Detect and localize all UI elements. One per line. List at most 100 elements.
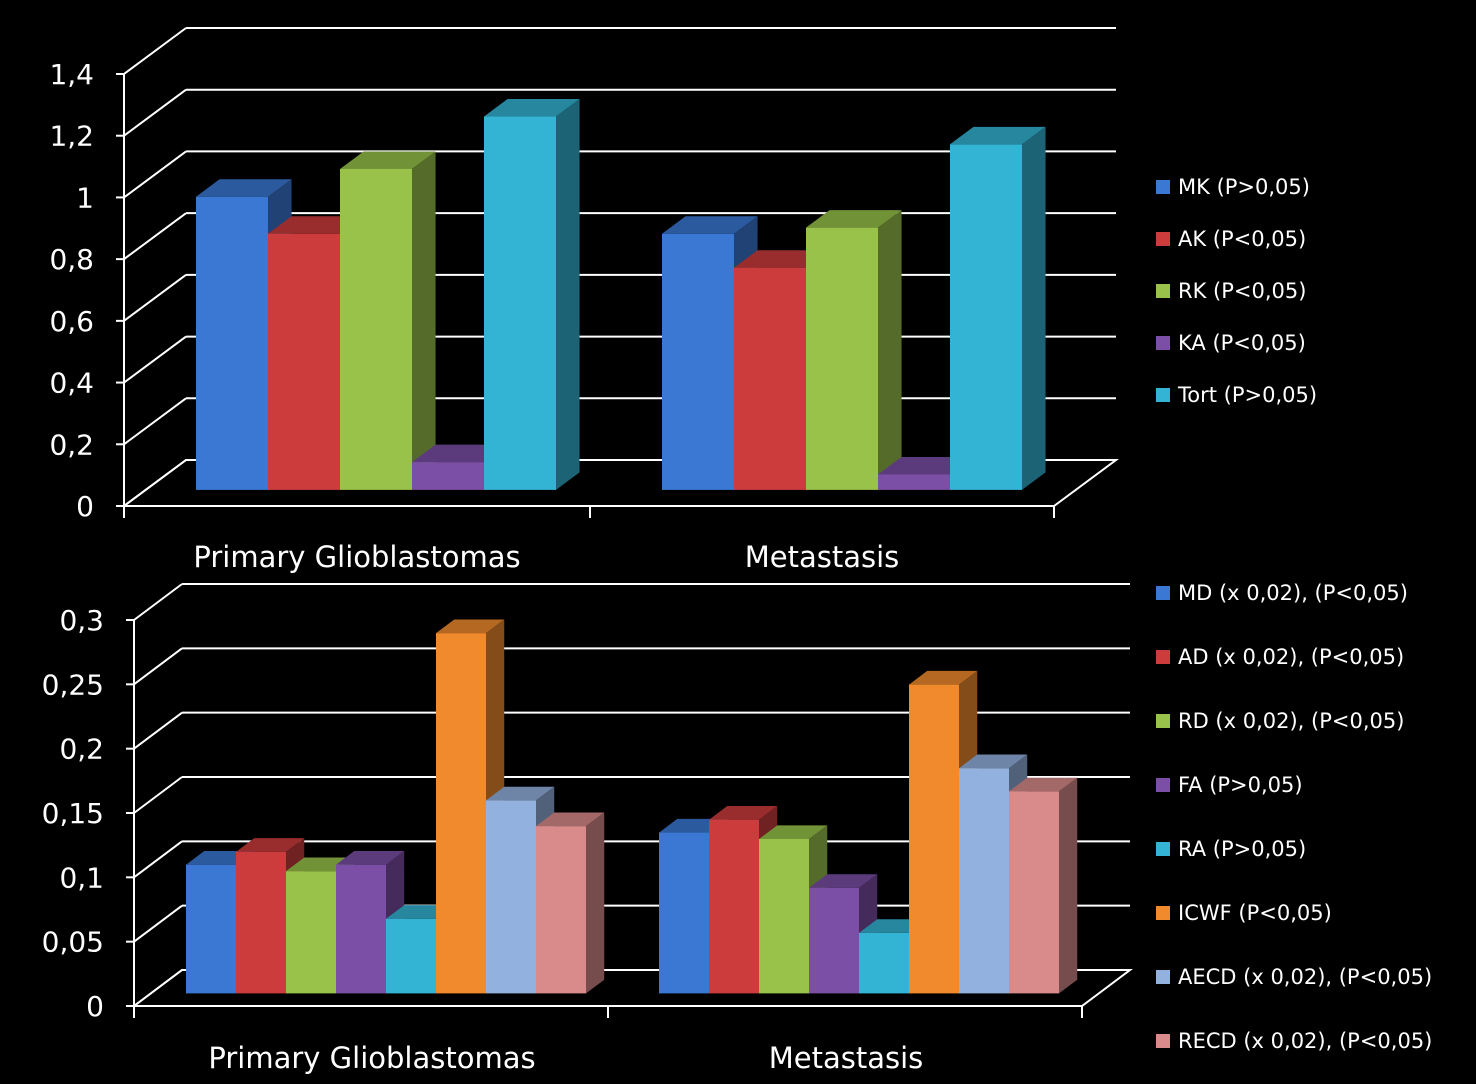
chart1-y-tick-label: 0 — [76, 490, 94, 523]
chart2-legend-swatch — [1156, 842, 1170, 856]
chart1-legend-label: MK (P>0,05) — [1178, 175, 1310, 199]
chart2-bar-top — [1009, 777, 1078, 792]
chart2-floor — [131, 969, 1133, 1007]
chart2-bar-1-5 — [909, 684, 959, 994]
chart1-bar-top — [950, 126, 1046, 145]
chart2-legend-swatch — [1156, 586, 1170, 600]
chart1-y-tick-label: 1 — [76, 181, 94, 214]
chart2-legend-label: FA (P>0,05) — [1178, 773, 1303, 797]
chart2-y-tick-label: 0,15 — [42, 797, 104, 830]
chart2-bar-1-1 — [709, 819, 759, 994]
chart1-bar-1-4 — [950, 144, 1022, 490]
chart2-bar-1-7 — [1009, 791, 1059, 994]
chart1-bar-side — [1022, 126, 1046, 490]
chart2-bar-top — [959, 754, 1028, 769]
chart2-side-gridline — [133, 583, 183, 621]
chart1-bar-top — [268, 216, 364, 234]
chart2-bar-top — [486, 786, 555, 801]
chart2-bar-top — [759, 825, 828, 839]
chart2-y-tick-label: 0 — [86, 990, 104, 1023]
chart2-bar-1-3 — [809, 887, 859, 994]
chart2-bar-side — [1059, 777, 1078, 994]
chart2-category-label: Primary Glioblastomas — [208, 1041, 535, 1075]
chart1-bar-0-3 — [412, 462, 484, 490]
chart1-bar-top — [662, 216, 758, 234]
chart1-side-gridline — [123, 397, 187, 446]
chart1-legend-swatch — [1156, 180, 1170, 194]
chart2-legend-swatch — [1156, 970, 1170, 984]
chart2-side-gridline — [133, 776, 183, 814]
chart2-bar-0-1 — [236, 851, 286, 994]
chart1-side-gridline — [123, 27, 187, 75]
chart1-side-gridline — [123, 274, 187, 322]
chart2-legend-label: RECD (x 0,02), (P<0,05) — [1178, 1029, 1432, 1053]
chart1-bar-side — [556, 99, 580, 490]
chart2-bar-1-4 — [859, 932, 909, 994]
chart1-legend-label: Tort (P>0,05) — [1177, 383, 1317, 407]
chart2-legend-label: RD (x 0,02), (P<0,05) — [1178, 709, 1404, 733]
chart2-side-gridline — [133, 904, 183, 943]
chart2-bar-top — [236, 838, 305, 852]
chart1-y-tick-label: 0,8 — [49, 243, 94, 276]
chart1-bar-top — [340, 151, 436, 169]
chart2-bar-0-6 — [486, 800, 536, 994]
chart1-floor — [120, 459, 1120, 507]
chart1-y-tick-label: 1,4 — [49, 58, 94, 91]
chart1-legend-swatch — [1156, 336, 1170, 350]
chart2-bar-0-2 — [286, 871, 336, 994]
chart2-bar-top — [536, 812, 605, 827]
chart2-bar-0-5 — [436, 633, 486, 994]
chart2-bar-top — [436, 619, 505, 634]
chart1-bar-side — [878, 210, 902, 490]
chart2-bar-top — [809, 874, 878, 888]
chart1-bar-top — [806, 210, 902, 228]
chart2-y-tick-label: 0,05 — [42, 926, 104, 959]
chart1-legend-label: RK (P<0,05) — [1178, 279, 1306, 303]
chart2-legend-swatch — [1156, 906, 1170, 920]
chart1-legend-swatch — [1156, 284, 1170, 298]
chart2-legend-swatch — [1156, 650, 1170, 664]
chart2-bar-1-6 — [959, 768, 1009, 994]
chart2-legend-label: ICWF (P<0,05) — [1178, 901, 1332, 925]
chart1-side-gridline — [123, 335, 187, 384]
chart1-y-tick-label: 0,4 — [49, 367, 94, 400]
chart1-bar-0-4 — [484, 116, 556, 490]
chart2-bar-0-4 — [386, 918, 436, 994]
chart1-bar-top — [484, 99, 580, 117]
chart1-side-gridline — [123, 88, 187, 137]
chart2-legend-label: MD (x 0,02), (P<0,05) — [1178, 581, 1408, 605]
chart1-bar-1-3 — [878, 474, 950, 490]
chart2-category-label: Metastasis — [769, 1041, 924, 1075]
chart1-y-tick-label: 0,6 — [49, 305, 94, 338]
chart1-y-tick-label: 0,2 — [49, 428, 94, 461]
chart2-legend-swatch — [1156, 1034, 1170, 1048]
chart2-bar-1-0 — [659, 832, 709, 994]
chart2-side-gridline — [133, 711, 183, 750]
chart2-y-tick-label: 0,1 — [59, 861, 104, 894]
chart2-bar-top — [709, 806, 778, 820]
chart2-legend-label: AD (x 0,02), (P<0,05) — [1178, 645, 1404, 669]
chart1-legend-label: AK (P<0,05) — [1178, 227, 1306, 251]
chart1-bar-top — [412, 444, 508, 463]
chart1-side-gridline — [123, 212, 187, 260]
chart2-legend-swatch — [1156, 778, 1170, 792]
chart1-bar-top — [878, 456, 974, 475]
chart2-bar-top — [336, 851, 405, 865]
chart2-side-gridline — [133, 647, 183, 686]
chart1-legend-label: KA (P<0,05) — [1178, 331, 1306, 355]
chart2-bar-0-3 — [336, 864, 386, 994]
chart1-legend-swatch — [1156, 388, 1170, 402]
chart1-bar-top — [196, 179, 292, 197]
chart1-legend-swatch — [1156, 232, 1170, 246]
chart2-legend-label: AECD (x 0,02), (P<0,05) — [1178, 965, 1432, 989]
chart2-bar-side — [586, 812, 605, 994]
chart1-bar-1-2 — [806, 227, 878, 490]
chart2-y-tick-label: 0,3 — [59, 604, 104, 637]
chart1-bar-side — [412, 151, 436, 490]
chart2-bar-top — [909, 670, 978, 685]
chart2-bar-0-0 — [186, 864, 236, 994]
chart1-side-gridline — [123, 150, 187, 199]
chart1-bar-0-1 — [268, 233, 340, 490]
chart1-category-label: Metastasis — [745, 540, 900, 574]
